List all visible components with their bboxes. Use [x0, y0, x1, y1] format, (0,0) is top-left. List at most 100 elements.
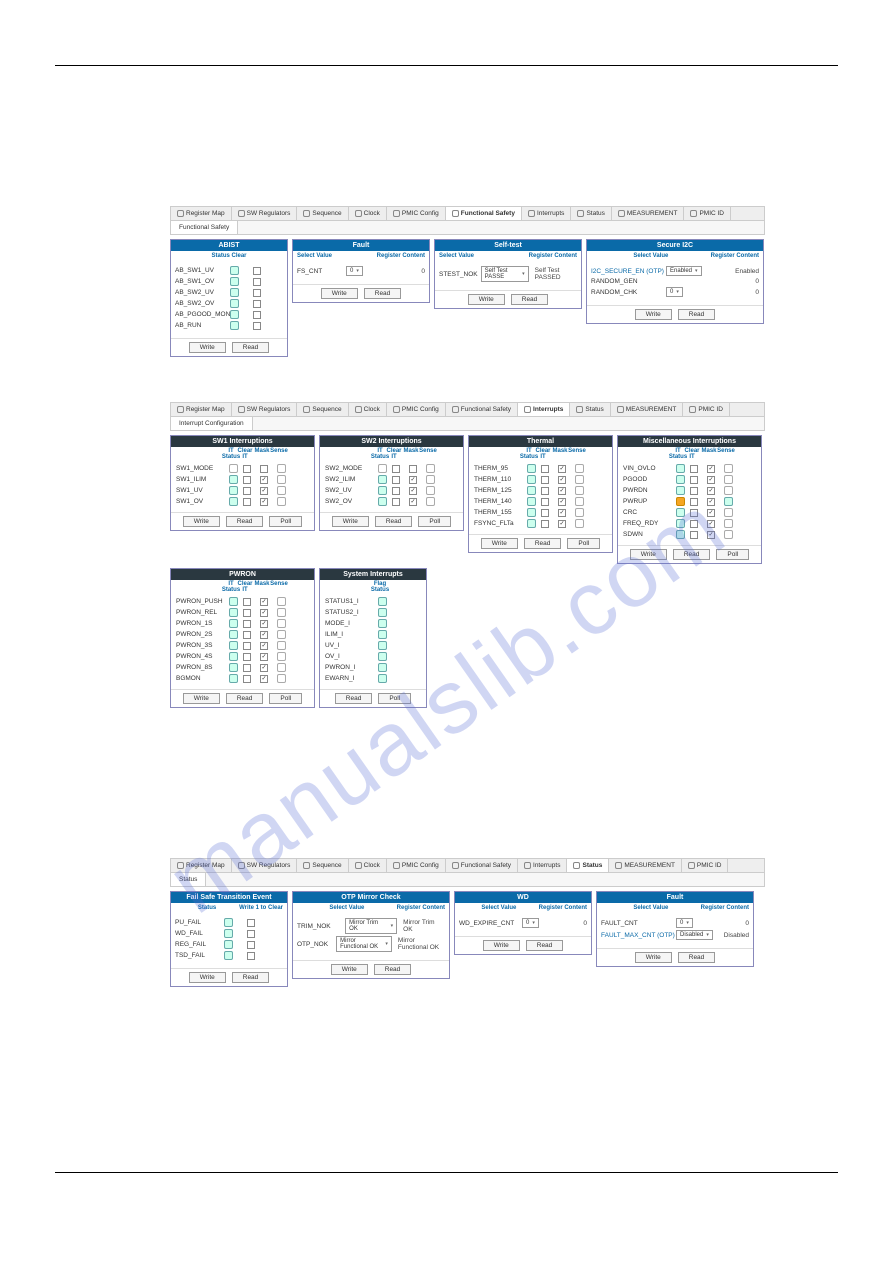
clear-it-checkbox[interactable]	[690, 476, 698, 484]
ir-poll[interactable]: Poll	[418, 516, 451, 527]
fs-cnt-select[interactable]: 0	[346, 266, 363, 276]
mask-checkbox[interactable]	[260, 465, 268, 473]
secure-read[interactable]: Read	[678, 309, 716, 320]
tab-pmic-config[interactable]: PMIC Config	[387, 403, 446, 416]
mask-checkbox[interactable]	[707, 487, 715, 495]
ir-read[interactable]: Read	[524, 538, 562, 549]
clear-it-checkbox[interactable]	[243, 598, 251, 606]
selftest-read[interactable]: Read	[511, 294, 549, 305]
wd-write[interactable]: Write	[483, 940, 520, 951]
tab-register-map[interactable]: Register Map	[171, 859, 232, 872]
clear-it-checkbox[interactable]	[243, 675, 251, 683]
otp-write[interactable]: Write	[331, 964, 368, 975]
ir-write[interactable]: Write	[183, 516, 220, 527]
mask-checkbox[interactable]	[707, 520, 715, 528]
clear-it-checkbox[interactable]	[690, 498, 698, 506]
tab-status[interactable]: Status	[571, 207, 611, 220]
tab-clock[interactable]: Clock	[349, 403, 387, 416]
tab-pmic-config[interactable]: PMIC Config	[387, 207, 446, 220]
tab-interrupts[interactable]: Interrupts	[522, 207, 571, 220]
clear-it-checkbox[interactable]	[541, 476, 549, 484]
clear-checkbox[interactable]	[253, 267, 261, 275]
ir-write[interactable]: Write	[332, 516, 369, 527]
clear-it-checkbox[interactable]	[243, 620, 251, 628]
clear-it-checkbox[interactable]	[392, 465, 400, 473]
tab-sw-regulators[interactable]: SW Regulators	[232, 403, 298, 416]
clear-checkbox[interactable]	[247, 930, 255, 938]
fault1-write[interactable]: Write	[321, 288, 358, 299]
subtab-intcfg[interactable]: Interrupt Configuration	[171, 417, 253, 430]
mask-checkbox[interactable]	[260, 609, 268, 617]
tab-register-map[interactable]: Register Map	[171, 207, 232, 220]
mask-checkbox[interactable]	[409, 465, 417, 473]
mask-checkbox[interactable]	[260, 476, 268, 484]
tab-measurement[interactable]: MEASUREMENT	[611, 403, 684, 416]
mask-checkbox[interactable]	[260, 664, 268, 672]
clear-it-checkbox[interactable]	[392, 487, 400, 495]
fault1-read[interactable]: Read	[364, 288, 402, 299]
tab-interrupts[interactable]: Interrupts	[518, 403, 570, 416]
mask-checkbox[interactable]	[707, 476, 715, 484]
tab-sequence[interactable]: Sequence	[297, 207, 348, 220]
selftest-write[interactable]: Write	[468, 294, 505, 305]
tab-clock[interactable]: Clock	[349, 859, 387, 872]
mask-checkbox[interactable]	[558, 509, 566, 517]
mask-checkbox[interactable]	[409, 476, 417, 484]
tab-measurement[interactable]: MEASUREMENT	[609, 859, 682, 872]
otp-r1-select[interactable]: Mirror Trim OK	[345, 918, 397, 934]
fault3-r1-select[interactable]: 0	[676, 918, 693, 928]
clear-it-checkbox[interactable]	[243, 487, 251, 495]
fault3-r2-select[interactable]: Disabled	[676, 930, 713, 940]
clear-it-checkbox[interactable]	[690, 465, 698, 473]
clear-it-checkbox[interactable]	[243, 465, 251, 473]
tab-register-map[interactable]: Register Map	[171, 403, 232, 416]
stest-select[interactable]: Self Test PASSE	[481, 266, 529, 282]
mask-checkbox[interactable]	[558, 487, 566, 495]
tab-sequence[interactable]: Sequence	[297, 403, 348, 416]
mask-checkbox[interactable]	[558, 520, 566, 528]
tab-status[interactable]: Status	[570, 403, 610, 416]
clear-it-checkbox[interactable]	[392, 476, 400, 484]
clear-it-checkbox[interactable]	[243, 476, 251, 484]
ir-write[interactable]: Write	[183, 693, 220, 704]
mask-checkbox[interactable]	[260, 675, 268, 683]
mask-checkbox[interactable]	[260, 487, 268, 495]
wd-read[interactable]: Read	[526, 940, 564, 951]
tab-functional-safety[interactable]: Functional Safety	[446, 207, 522, 220]
clear-it-checkbox[interactable]	[243, 642, 251, 650]
secure-r3-select[interactable]: 0	[666, 287, 683, 297]
clear-it-checkbox[interactable]	[690, 487, 698, 495]
secure-r1-select[interactable]: Enabled	[666, 266, 702, 276]
abist-read[interactable]: Read	[232, 342, 270, 353]
ir-read[interactable]: Read	[375, 516, 413, 527]
clear-checkbox[interactable]	[253, 289, 261, 297]
mask-checkbox[interactable]	[558, 465, 566, 473]
clear-checkbox[interactable]	[247, 919, 255, 927]
ir-write[interactable]: Write	[481, 538, 518, 549]
tab-pmic-id[interactable]: PMIC ID	[682, 859, 729, 872]
sys-poll[interactable]: Poll	[378, 693, 411, 704]
clear-checkbox[interactable]	[247, 952, 255, 960]
otp-r2-select[interactable]: Mirror Functional OK	[336, 936, 392, 952]
fault3-write[interactable]: Write	[635, 952, 672, 963]
mask-checkbox[interactable]	[558, 476, 566, 484]
mask-checkbox[interactable]	[707, 498, 715, 506]
clear-checkbox[interactable]	[247, 941, 255, 949]
abist-write[interactable]: Write	[189, 342, 226, 353]
clear-checkbox[interactable]	[253, 322, 261, 330]
mask-checkbox[interactable]	[260, 598, 268, 606]
clear-checkbox[interactable]	[253, 300, 261, 308]
sys-read[interactable]: Read	[335, 693, 373, 704]
mask-checkbox[interactable]	[707, 531, 715, 539]
failsafe-read[interactable]: Read	[232, 972, 270, 983]
tab-status[interactable]: Status	[567, 859, 609, 872]
clear-it-checkbox[interactable]	[392, 498, 400, 506]
tab-clock[interactable]: Clock	[349, 207, 387, 220]
tab-interrupts[interactable]: Interrupts	[518, 859, 567, 872]
tab-functional-safety[interactable]: Functional Safety	[446, 403, 518, 416]
clear-it-checkbox[interactable]	[243, 609, 251, 617]
clear-it-checkbox[interactable]	[541, 498, 549, 506]
clear-it-checkbox[interactable]	[690, 520, 698, 528]
clear-it-checkbox[interactable]	[541, 487, 549, 495]
clear-it-checkbox[interactable]	[243, 631, 251, 639]
